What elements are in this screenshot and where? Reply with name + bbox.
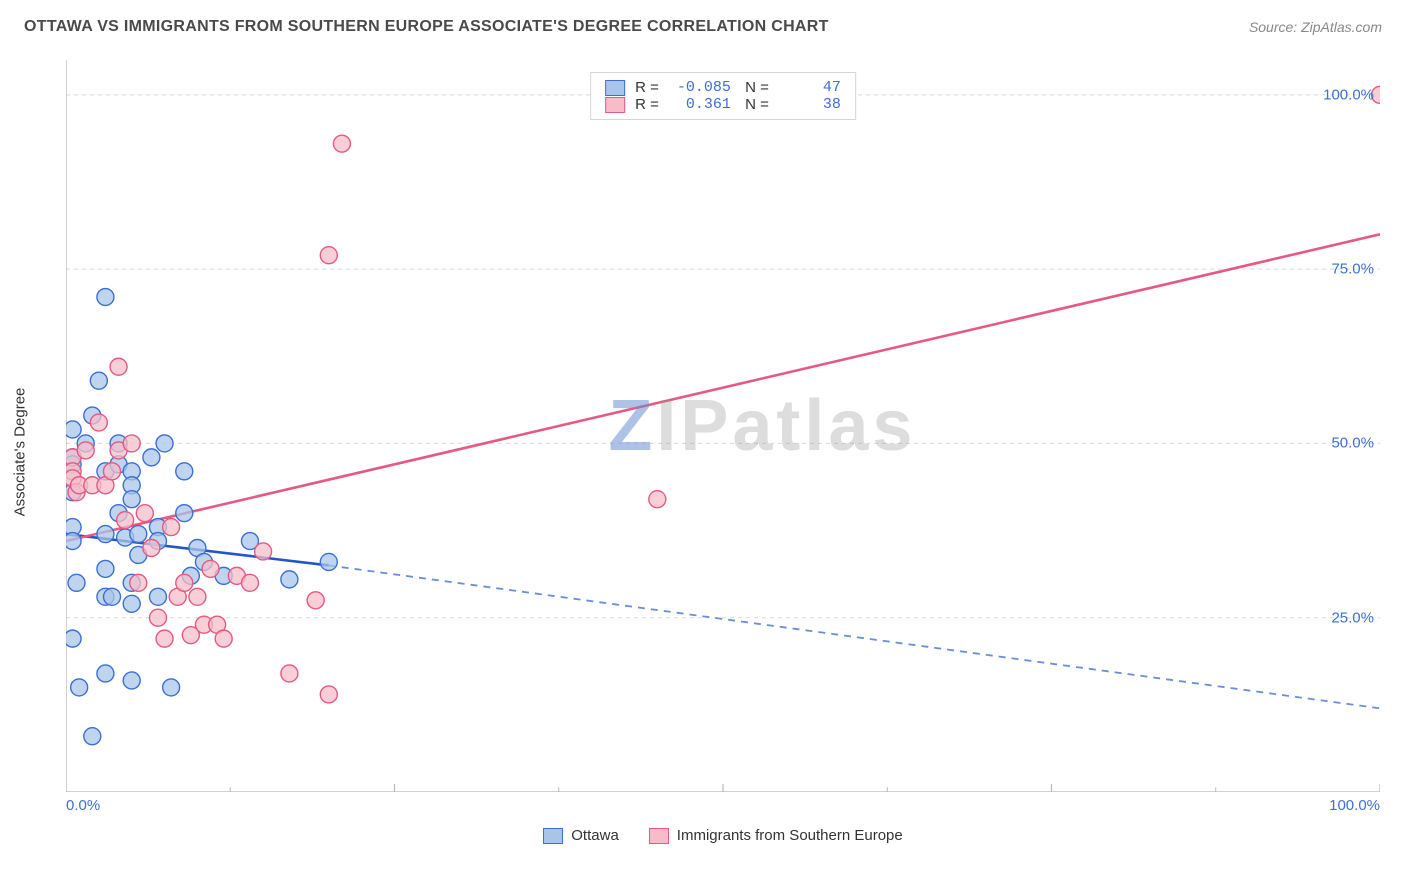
legend-swatch-icon [605, 80, 625, 96]
x-axis-max-label: 100.0% [1329, 797, 1380, 814]
legend-item: Immigrants from Southern Europe [649, 827, 903, 844]
correlation-legend: R = -0.085 N = 47 R = 0.361 N = 38 [590, 72, 856, 120]
series-legend: Ottawa Immigrants from Southern Europe [66, 827, 1380, 844]
chart-svg [66, 60, 1380, 792]
y-tick-label: 75.0% [1331, 261, 1374, 278]
y-tick-label: 100.0% [1323, 86, 1374, 103]
legend-swatch-icon [543, 828, 563, 844]
r-value: 0.361 [669, 96, 731, 113]
y-axis-label: Associate's Degree [12, 388, 29, 517]
n-value: 38 [779, 96, 841, 113]
x-axis-min-label: 0.0% [66, 797, 100, 814]
chart-title: OTTAWA VS IMMIGRANTS FROM SOUTHERN EUROP… [24, 18, 829, 36]
legend-swatch-icon [605, 97, 625, 113]
legend-swatch-icon [649, 828, 669, 844]
source-attribution: Source: ZipAtlas.com [1249, 19, 1382, 35]
n-value: 47 [779, 79, 841, 96]
r-value: -0.085 [669, 79, 731, 96]
legend-row: R = -0.085 N = 47 [605, 79, 841, 96]
source-name: ZipAtlas.com [1301, 19, 1382, 35]
source-prefix: Source: [1249, 19, 1301, 35]
y-tick-label: 50.0% [1331, 435, 1374, 452]
legend-row: R = 0.361 N = 38 [605, 96, 841, 113]
chart-header: OTTAWA VS IMMIGRANTS FROM SOUTHERN EUROP… [0, 0, 1406, 46]
legend-item: Ottawa [543, 827, 619, 844]
legend-label: Immigrants from Southern Europe [677, 827, 903, 844]
plot-area: ZIPatlas R = -0.085 N = 47 R = 0.361 N =… [66, 60, 1380, 792]
correlation-chart: Associate's Degree ZIPatlas R = -0.085 N… [24, 52, 1382, 852]
y-tick-label: 25.0% [1331, 609, 1374, 626]
legend-label: Ottawa [571, 827, 619, 844]
